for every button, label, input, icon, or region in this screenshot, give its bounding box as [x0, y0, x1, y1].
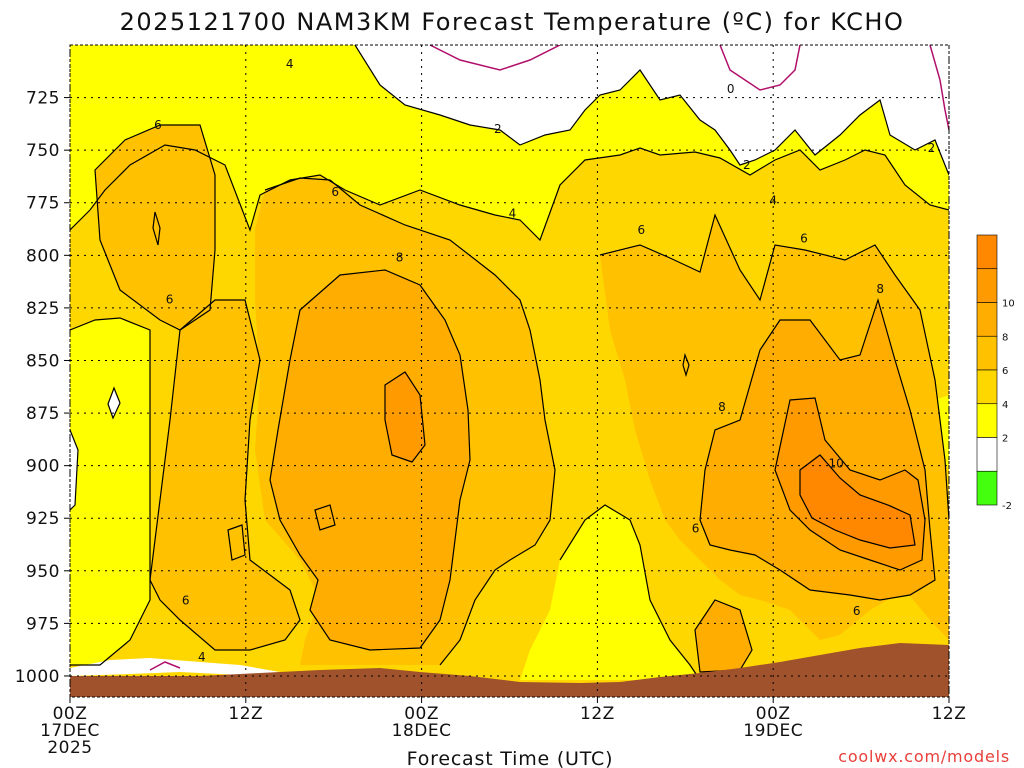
band-2-4-bottom	[520, 505, 700, 680]
colorbar-label: 8	[1002, 332, 1008, 343]
plot-frame	[69, 44, 950, 698]
colorbar-swatch	[976, 302, 998, 337]
colorbar-label: -2	[1002, 501, 1012, 512]
band-8-10-center	[385, 372, 425, 462]
colorbar-swatch	[976, 335, 998, 371]
band-0-2-bottom	[70, 658, 280, 676]
contour-label: 6	[331, 185, 339, 199]
y-tick-label: 875	[26, 404, 60, 424]
y-tick-label: 1000	[15, 667, 60, 687]
band-4-6-left-top	[95, 125, 215, 330]
colorbar-label: 2	[1002, 434, 1008, 445]
colorbar-swatch	[976, 369, 998, 405]
x-tick-label: 00Z	[53, 704, 88, 724]
contour-label: 6	[800, 231, 808, 245]
y-tick-label: 725	[26, 89, 60, 109]
contour-label: 4	[509, 206, 517, 220]
x-tick-label: 2025	[47, 738, 92, 758]
band-10-plus	[800, 455, 915, 548]
contour-label: 10	[829, 457, 844, 471]
colorbar-label: 10	[1002, 299, 1015, 310]
band-0-2	[355, 45, 949, 175]
colorbar-swatch	[976, 234, 998, 270]
x-tick-label: 12Z	[228, 704, 263, 724]
terrain	[70, 643, 949, 697]
y-tick-label: 900	[26, 457, 60, 477]
contour-label: 2	[743, 158, 751, 172]
y-tick-label: 800	[26, 246, 60, 266]
plot-area	[70, 45, 949, 697]
x-tick-label: 00Z	[756, 704, 791, 724]
x-tick-label: 18DEC	[392, 721, 452, 741]
contour-label: 6	[166, 292, 174, 306]
colorbar-swatch	[976, 437, 998, 472]
y-tick-label: 750	[26, 141, 60, 161]
contour-lines	[70, 45, 949, 681]
colorbar-label: 6	[1002, 366, 1008, 377]
colorbar-legend: 10 8 6 4 2 -2	[976, 234, 1015, 512]
x-tick-label: 12Z	[932, 704, 967, 724]
chart-title: 2025121700 NAM3KM Forecast Temperature (…	[120, 8, 905, 36]
contour-label: 6	[853, 604, 861, 618]
x-axis-label: Forecast Time (UTC)	[407, 748, 614, 768]
x-tick-label: 19DEC	[743, 721, 803, 741]
contour-label: 4	[198, 650, 206, 664]
y-tick-label: 825	[26, 299, 60, 319]
contour-label: 2	[928, 141, 936, 155]
x-tick-label: 00Z	[404, 704, 439, 724]
contour-label: 6	[154, 118, 162, 132]
contour-label: 8	[718, 400, 726, 414]
contour-label: 6	[638, 223, 646, 237]
band-6-8-bottom	[695, 600, 752, 672]
freezing-contours	[149, 45, 949, 671]
y-tick-label: 850	[26, 351, 60, 371]
colorbar-swatch	[976, 268, 998, 303]
colorbar-label: 4	[1002, 400, 1008, 411]
contour-labels: 4 6 2 0 6 4 2 4 2 8 6 6 6 8 8 10 6 6 6 4	[154, 57, 935, 664]
colorbar-swatch	[976, 403, 998, 438]
contour-label: 2	[494, 122, 502, 136]
band-4-6-lower-left	[150, 300, 300, 650]
y-tick-label: 950	[26, 562, 60, 582]
x-tick-label: 12Z	[580, 704, 615, 724]
contour-label: 8	[876, 282, 884, 296]
colorbar-swatch	[976, 470, 998, 506]
y-tick-label: 925	[26, 509, 60, 529]
band-2-4-left	[70, 318, 150, 665]
x-tick-label: 17DEC	[40, 721, 100, 741]
contour-label: 8	[396, 250, 404, 264]
y-axis: 725 750 775 800 825 850 875 900 925 950 975 1000	[15, 89, 70, 687]
contour-label: 4	[286, 57, 294, 71]
y-tick-label: 775	[26, 194, 60, 214]
credit-link[interactable]: coolwx.com/models	[838, 747, 1010, 766]
band-6-8-center	[270, 270, 470, 650]
contour-label: 4	[769, 194, 777, 208]
y-tick-label: 975	[26, 614, 60, 634]
contour-label: 0	[727, 82, 735, 96]
contour-label: 6	[182, 593, 190, 607]
band-0-2-left	[70, 430, 78, 510]
contour-label: 6	[692, 522, 700, 536]
